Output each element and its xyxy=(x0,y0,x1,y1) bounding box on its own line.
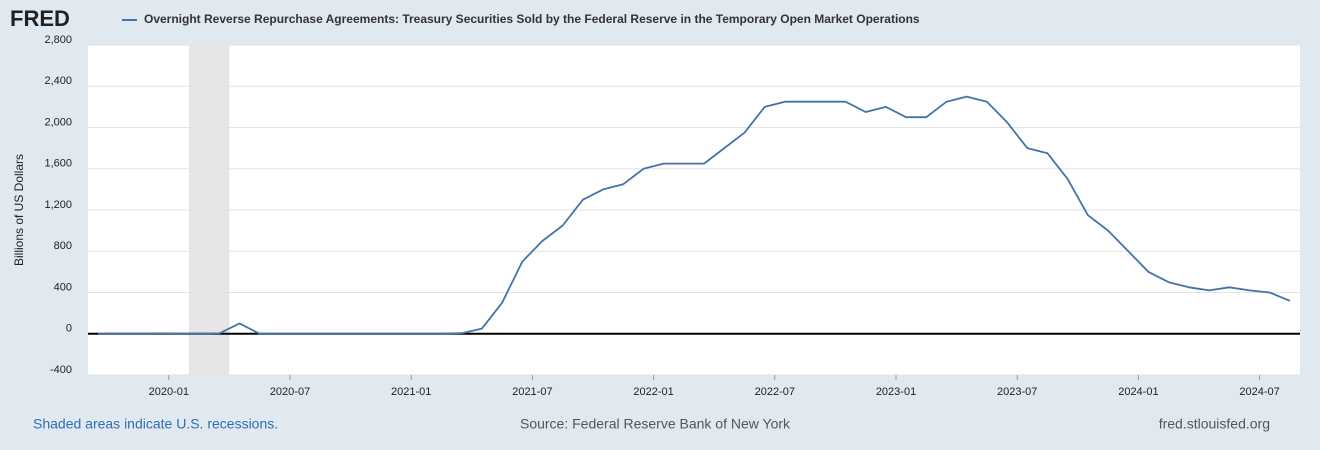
y-tick-label: 2,400 xyxy=(44,75,72,87)
x-tick-label: 2024-01 xyxy=(1118,386,1158,398)
x-tick-label: 2020-01 xyxy=(149,386,189,398)
x-tick-label: 2023-01 xyxy=(876,386,916,398)
y-tick-label: 2,800 xyxy=(44,34,72,46)
y-tick-label: 2,000 xyxy=(44,116,72,128)
x-tick-label: 2021-01 xyxy=(391,386,431,398)
legend-label: Overnight Reverse Repurchase Agreements:… xyxy=(144,12,920,26)
x-tick-label: 2023-07 xyxy=(997,386,1037,398)
recession-note[interactable]: Shaded areas indicate U.S. recessions. xyxy=(33,416,278,432)
x-tick-label: 2022-01 xyxy=(633,386,673,398)
source: Source: Federal Reserve Bank of New York xyxy=(520,416,791,432)
x-tick-label: 2021-07 xyxy=(512,386,552,398)
y-tick-label: -400 xyxy=(50,364,72,376)
x-tick-label: 2024-07 xyxy=(1239,386,1279,398)
y-tick-label: 1,600 xyxy=(44,158,72,170)
logo: FRED xyxy=(10,6,70,31)
x-tick-label: 2022-07 xyxy=(755,386,795,398)
y-tick-label: 0 xyxy=(66,323,72,335)
site[interactable]: fred.stlouisfed.org xyxy=(1159,416,1270,432)
y-tick-label: 800 xyxy=(54,240,72,252)
y-tick-label: 400 xyxy=(54,281,72,293)
y-tick-label: 1,200 xyxy=(44,199,72,211)
series-line xyxy=(98,95,1291,335)
x-tick-label: 2020-07 xyxy=(270,386,310,398)
y-axis-label: Billions of US Dollars xyxy=(12,154,26,266)
